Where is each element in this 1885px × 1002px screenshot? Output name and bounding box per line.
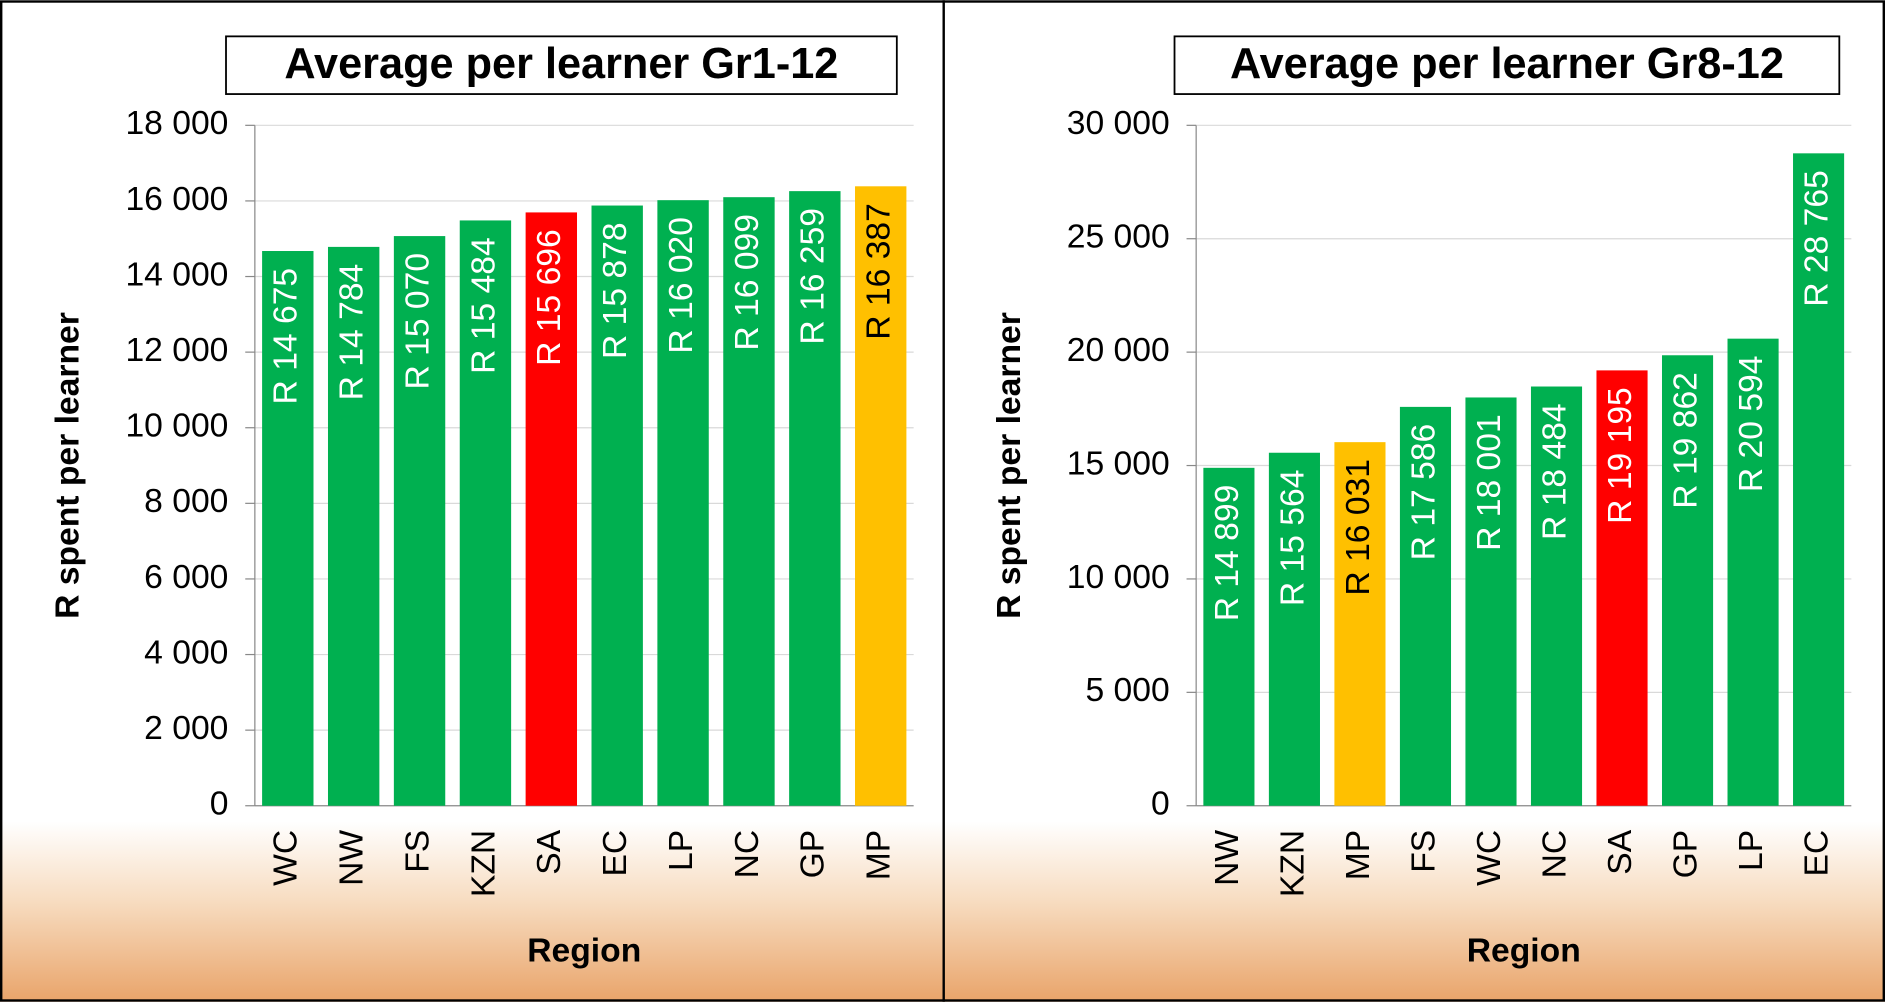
y-tick-label: 5 000	[1085, 672, 1169, 709]
value-label: R 16 259	[795, 208, 832, 345]
y-tick-label: 2 000	[144, 710, 228, 747]
value-label: R 15 564	[1274, 470, 1311, 607]
x-tick-label: MP	[1340, 830, 1377, 880]
y-tick-label: 0	[210, 786, 229, 823]
value-label: R 15 696	[531, 229, 568, 366]
x-tick-label: SA	[1602, 829, 1639, 874]
y-tick-label: 8 000	[144, 483, 228, 520]
value-label: R 18 001	[1471, 414, 1508, 551]
x-tick-label: LP	[1733, 830, 1770, 871]
y-tick-label: 10 000	[1067, 559, 1170, 596]
x-tick-label: NW	[1209, 830, 1246, 886]
y-tick-label: 16 000	[125, 181, 228, 218]
y-tick-label: 18 000	[125, 105, 228, 142]
x-tick-label: KZN	[465, 830, 502, 897]
y-tick-label: 14 000	[125, 256, 228, 293]
x-tick-label: NC	[729, 830, 766, 879]
y-tick-label: 15 000	[1067, 445, 1170, 482]
x-tick-label: KZN	[1274, 830, 1311, 897]
value-label: R 15 484	[465, 237, 502, 374]
value-label: R 15 878	[597, 222, 634, 359]
y-tick-label: 6 000	[144, 559, 228, 596]
value-label: R 20 594	[1733, 355, 1770, 492]
x-tick-label: EC	[1798, 830, 1835, 877]
y-tick-label: 25 000	[1067, 219, 1170, 256]
y-tick-label: 0	[1151, 786, 1170, 823]
value-label: R 28 765	[1798, 170, 1835, 307]
x-axis-label: Region	[1467, 932, 1581, 969]
x-tick-label: LP	[663, 830, 700, 871]
value-label: R 17 586	[1405, 424, 1442, 561]
value-label: R 14 675	[268, 268, 305, 405]
chart-title: Average per learner Gr1-12	[284, 40, 838, 88]
value-label: R 14 784	[334, 264, 371, 401]
y-axis-label: R spent per learner	[991, 312, 1028, 619]
y-axis-label: R spent per learner	[50, 312, 87, 619]
x-tick-label: FS	[399, 830, 436, 873]
value-label: R 16 387	[861, 203, 898, 340]
value-label: R 19 195	[1602, 387, 1639, 524]
x-tick-label: MP	[861, 830, 898, 880]
value-label: R 14 899	[1209, 485, 1246, 622]
x-tick-label: NW	[334, 830, 371, 886]
x-tick-label: GP	[795, 830, 832, 879]
value-label: R 18 484	[1536, 403, 1573, 540]
x-tick-label: SA	[531, 829, 568, 874]
value-label: R 16 099	[729, 214, 766, 351]
chart-title: Average per learner Gr8-12	[1230, 40, 1784, 88]
x-axis-label: Region	[527, 932, 641, 969]
value-label: R 15 070	[399, 253, 436, 390]
y-tick-label: 4 000	[144, 634, 228, 671]
value-label: R 16 020	[663, 217, 700, 354]
x-tick-label: FS	[1405, 830, 1442, 873]
page: Average per learner Gr1-12 0 2 000 4 000 6 0…	[0, 0, 1885, 1002]
x-tick-label: GP	[1667, 830, 1704, 879]
y-tick-label: 20 000	[1067, 332, 1170, 369]
value-label: R 19 862	[1667, 372, 1704, 509]
x-tick-label: NC	[1536, 830, 1573, 879]
x-tick-label: WC	[268, 830, 305, 886]
x-tick-label: EC	[597, 830, 634, 877]
x-tick-label: WC	[1471, 830, 1508, 886]
y-tick-label: 10 000	[125, 408, 228, 445]
value-label: R 16 031	[1340, 459, 1377, 596]
y-tick-label: 30 000	[1067, 105, 1170, 142]
y-tick-label: 12 000	[125, 332, 228, 369]
